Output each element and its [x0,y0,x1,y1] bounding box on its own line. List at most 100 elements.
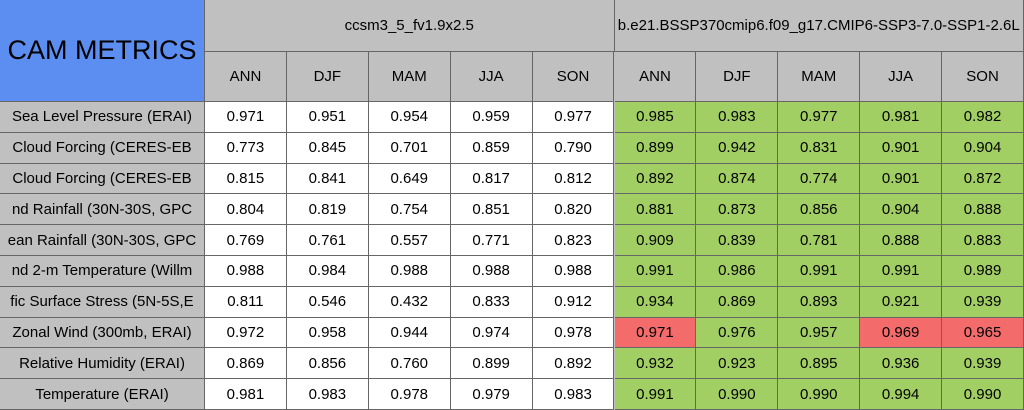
metric-cell: 0.936 [860,348,943,380]
metric-cell: 0.944 [368,317,451,349]
metric-cell: 0.988 [368,256,451,287]
metric-cell: 0.981 [860,102,943,133]
metric-cell: 0.959 [450,102,533,133]
metric-cell: 0.874 [696,163,779,195]
metric-cell: 0.881 [614,194,697,226]
metric-cell: 0.976 [696,317,779,349]
season-header: JJA [860,52,943,102]
metric-cell: 0.901 [860,163,943,195]
metric-cell: 0.985 [614,102,697,133]
season-header: MAM [368,52,451,102]
metric-cell: 0.893 [778,286,861,318]
metric-cell: 0.873 [696,194,779,226]
metric-cell: 0.831 [778,132,861,164]
metric-cell: 0.904 [942,132,1024,164]
metric-cell: 0.934 [614,286,697,318]
metric-cell: 0.977 [532,102,615,133]
metric-cell: 0.701 [368,132,451,164]
metric-cell: 0.988 [205,256,287,287]
metric-cell: 0.899 [614,132,697,164]
metric-cell: 0.781 [778,225,861,256]
metric-cell: 0.991 [614,379,697,410]
metric-cell: 0.841 [286,163,369,195]
season-header: SON [532,52,615,102]
metric-cell: 0.845 [286,132,369,164]
season-header: ANN [205,52,287,102]
row-label: Cloud Forcing (CERES-EB [0,163,205,195]
metric-cell: 0.954 [368,102,451,133]
metric-cell: 0.892 [614,163,697,195]
metric-cell: 0.839 [696,225,779,256]
metric-cell: 0.979 [450,379,533,410]
metric-cell: 0.986 [696,256,779,287]
metric-cell: 0.984 [286,256,369,287]
metric-cell: 0.932 [614,348,697,380]
metric-cell: 0.988 [450,256,533,287]
metric-cell: 0.869 [696,286,779,318]
metric-cell: 0.771 [450,225,533,256]
season-header: SON [942,52,1024,102]
metric-cell: 0.773 [205,132,287,164]
metric-cell: 0.883 [942,225,1024,256]
metric-cell: 0.983 [532,379,615,410]
metric-cell: 0.982 [942,102,1024,133]
metric-cell: 0.761 [286,225,369,256]
season-header: ANN [614,52,697,102]
metric-cell: 0.971 [614,317,697,349]
row-label: nd Rainfall (30N-30S, GPC [0,194,205,226]
row-label: Cloud Forcing (CERES-EB [0,132,205,164]
metric-cell: 0.888 [942,194,1024,226]
metric-cell: 0.990 [696,379,779,410]
season-header: MAM [778,52,861,102]
season-header: JJA [450,52,533,102]
metric-cell: 0.856 [286,348,369,380]
metric-cell: 0.769 [205,225,287,256]
metric-cell: 0.951 [286,102,369,133]
metric-cell: 0.820 [532,194,615,226]
row-label: ean Rainfall (30N-30S, GPC [0,225,205,256]
metric-cell: 0.991 [860,256,943,287]
case-a-header: ccsm3_5_fv1.9x2.5 [205,0,615,52]
metric-cell: 0.957 [778,317,861,349]
metric-cell: 0.904 [860,194,943,226]
metric-cell: 0.972 [205,317,287,349]
metric-cell: 0.983 [286,379,369,410]
table-title: CAM METRICS [0,0,205,102]
metric-cell: 0.760 [368,348,451,380]
metric-cell: 0.872 [942,163,1024,195]
row-label: Zonal Wind (300mb, ERAI) [0,317,205,349]
metric-cell: 0.899 [450,348,533,380]
metric-cell: 0.978 [368,379,451,410]
metric-cell: 0.859 [450,132,533,164]
row-label: Sea Level Pressure (ERAI) [0,102,205,133]
row-label: nd 2-m Temperature (Willm [0,256,205,287]
metric-cell: 0.988 [532,256,615,287]
metric-cell: 0.939 [942,348,1024,380]
metric-cell: 0.974 [450,317,533,349]
metric-cell: 0.983 [696,102,779,133]
metric-cell: 0.909 [614,225,697,256]
metric-cell: 0.754 [368,194,451,226]
metric-cell: 0.965 [942,317,1024,349]
metric-cell: 0.856 [778,194,861,226]
metric-cell: 0.869 [205,348,287,380]
metric-cell: 0.833 [450,286,533,318]
metric-cell: 0.804 [205,194,287,226]
case-b-header: b.e21.BSSP370cmip6.f09_g17.CMIP6-SSP3-7.… [614,0,1024,52]
metric-cell: 0.990 [942,379,1024,410]
season-header: DJF [696,52,779,102]
metric-cell: 0.994 [860,379,943,410]
metric-cell: 0.990 [778,379,861,410]
metric-cell: 0.901 [860,132,943,164]
metric-cell: 0.991 [778,256,861,287]
row-label: Relative Humidity (ERAI) [0,348,205,380]
row-label: Temperature (ERAI) [0,379,205,410]
metric-cell: 0.819 [286,194,369,226]
row-label: fic Surface Stress (5N-5S,E [0,286,205,318]
metric-cell: 0.649 [368,163,451,195]
metric-cell: 0.969 [860,317,943,349]
metric-cell: 0.921 [860,286,943,318]
metric-cell: 0.823 [532,225,615,256]
metric-cell: 0.817 [450,163,533,195]
metric-cell: 0.790 [532,132,615,164]
